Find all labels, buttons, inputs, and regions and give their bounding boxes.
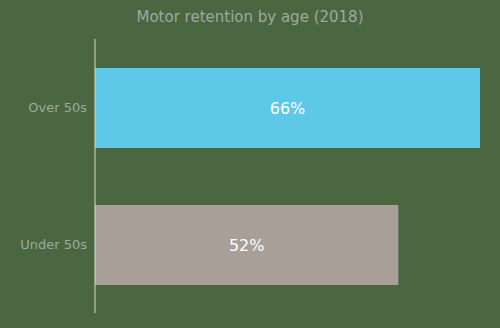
svg-text:66%: 66% <box>270 99 306 118</box>
svg-text:52%: 52% <box>229 236 265 255</box>
svg-text:Under 50s: Under 50s <box>20 237 87 252</box>
svg-text:Over 50s: Over 50s <box>28 100 87 115</box>
html-text:Motor retention by age (2018): Motor retention by age (2018) <box>136 8 364 26</box>
